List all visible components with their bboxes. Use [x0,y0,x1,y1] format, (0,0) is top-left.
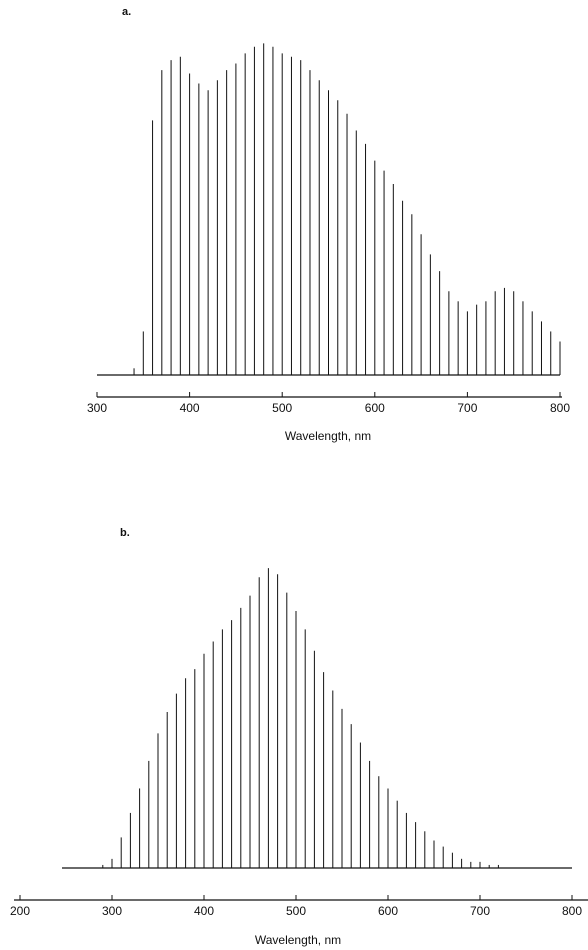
x-tick-label: 600 [378,904,398,918]
x-axis-label: Wavelength, nm [255,933,341,947]
x-tick-label: 800 [562,904,582,918]
x-tick-label: 400 [180,401,200,415]
x-tick-label: 500 [272,401,292,415]
x-tick-label: 300 [87,401,107,415]
x-tick-label: 600 [365,401,385,415]
x-tick-label: 800 [550,401,570,415]
x-tick-label: 300 [102,904,122,918]
x-tick-label: 700 [457,401,477,415]
x-tick-label: 200 [10,904,30,918]
x-tick-label: 700 [470,904,490,918]
x-tick-label: 400 [194,904,214,918]
panel-title: a. [122,6,131,18]
x-axis-label: Wavelength, nm [285,429,371,443]
x-tick-label: 500 [286,904,306,918]
panel-title: b. [120,527,130,539]
